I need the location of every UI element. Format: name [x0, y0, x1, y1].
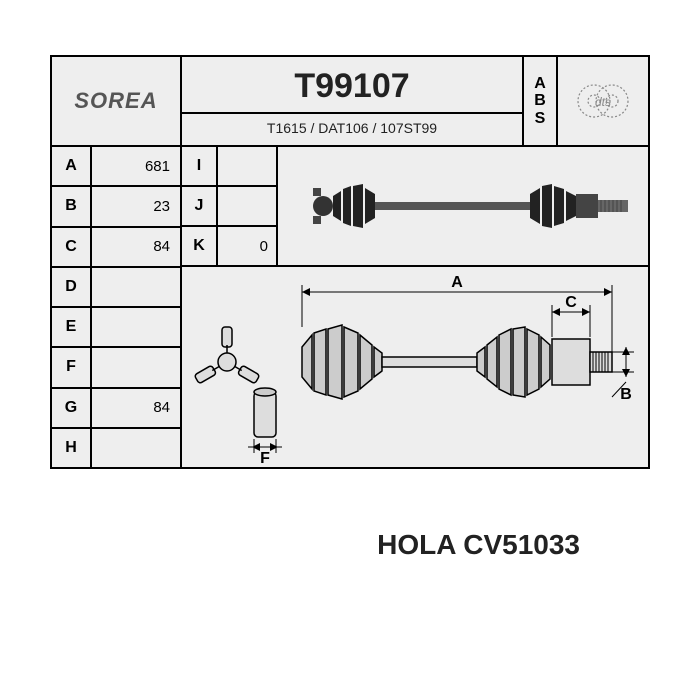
header-row: SOREA T99107 T1615 / DAT106 / 107ST99 A … — [52, 57, 648, 147]
spec-label: B — [52, 187, 92, 225]
dimension-diagram: A C — [182, 267, 648, 467]
part-number: T99107 — [294, 67, 409, 106]
dim-c-label: C — [565, 294, 577, 311]
spec-label: K — [182, 227, 216, 265]
spec-values-ijk: 0 — [218, 147, 278, 265]
spec-value: 84 — [92, 228, 180, 266]
dim-f-label: F — [260, 450, 270, 465]
brand-cell: SOREA — [52, 57, 182, 145]
gear-icon: dts — [568, 66, 638, 136]
spec-value: 84 — [92, 389, 180, 427]
spec-value — [92, 429, 180, 467]
spec-value — [92, 348, 180, 386]
spec-row-f: F — [52, 348, 180, 388]
datasheet: SOREA T99107 T1615 / DAT106 / 107ST99 A … — [50, 55, 650, 469]
footer-brand: HOLA — [377, 529, 455, 560]
spec-row-h: H — [52, 429, 180, 467]
spec-label: C — [52, 228, 92, 266]
spec-row-c: C 84 — [52, 228, 180, 268]
spec-row-a: A 681 — [52, 147, 180, 187]
spec-value — [218, 147, 276, 187]
abs-label: A B S — [524, 57, 558, 145]
spec-value — [218, 187, 276, 227]
axle-photo-icon — [293, 156, 633, 256]
body-row: A 681 B 23 C 84 D E F — [52, 147, 648, 467]
spec-label: H — [52, 429, 92, 467]
spec-row-e: E — [52, 308, 180, 348]
footer-code: CV51033 — [463, 529, 580, 560]
spec-label: J — [182, 187, 216, 227]
brand-text: SOREA — [74, 88, 157, 114]
spec-label: F — [52, 348, 92, 386]
partnum-cell: T99107 T1615 / DAT106 / 107ST99 — [182, 57, 524, 145]
diagram-column: I J K 0 — [182, 147, 648, 467]
spec-value — [92, 268, 180, 306]
spec-value: 0 — [218, 227, 276, 265]
dts-text: dts — [595, 95, 611, 109]
axle-diagram-icon: A C — [182, 267, 648, 465]
dim-a-label: A — [451, 274, 463, 291]
spec-column-left: A 681 B 23 C 84 D E F — [52, 147, 182, 467]
product-photo — [278, 147, 648, 265]
cross-refs: T1615 / DAT106 / 107ST99 — [182, 112, 522, 136]
spec-row-d: D — [52, 268, 180, 308]
spec-label: G — [52, 389, 92, 427]
abs-a: A — [534, 75, 546, 93]
spec-value — [92, 308, 180, 346]
spec-label: A — [52, 147, 92, 185]
spec-value: 23 — [92, 187, 180, 225]
spec-labels-ijk: I J K — [182, 147, 218, 265]
dim-b-label: B — [620, 386, 632, 403]
spec-row-upper: I J K 0 — [182, 147, 648, 267]
footer-label: HOLA CV51033 — [50, 529, 650, 561]
spec-label: D — [52, 268, 92, 306]
spec-value: 681 — [92, 147, 180, 185]
abs-b: B — [534, 92, 546, 110]
spec-label: E — [52, 308, 92, 346]
dts-cell: dts — [558, 57, 648, 145]
spec-label: I — [182, 147, 216, 187]
spec-row-b: B 23 — [52, 187, 180, 227]
abs-s: S — [535, 110, 546, 128]
spec-row-g: G 84 — [52, 389, 180, 429]
